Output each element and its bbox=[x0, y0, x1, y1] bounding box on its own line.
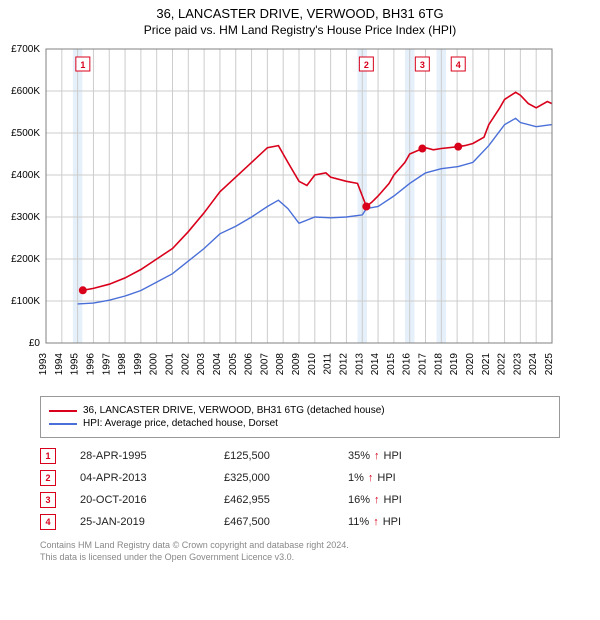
x-tick-label: 1994 bbox=[54, 353, 65, 376]
legend-swatch bbox=[49, 423, 77, 425]
sale-row-date: 28-APR-1995 bbox=[80, 450, 200, 462]
sale-row-date: 04-APR-2013 bbox=[80, 472, 200, 484]
legend-label: HPI: Average price, detached house, Dors… bbox=[83, 418, 278, 429]
x-tick-label: 2003 bbox=[196, 353, 207, 376]
x-tick-label: 2004 bbox=[212, 353, 223, 376]
sale-row-suffix: HPI bbox=[377, 472, 395, 484]
x-tick-label: 2016 bbox=[402, 353, 413, 376]
arrow-up-icon: ↑ bbox=[373, 516, 379, 528]
sale-row-pct: 16% ↑ HPI bbox=[348, 494, 438, 506]
y-tick-label: £100K bbox=[11, 296, 40, 307]
sale-row-suffix: HPI bbox=[384, 450, 402, 462]
sale-row-price: £462,955 bbox=[224, 494, 324, 506]
chart-subtitle: Price paid vs. HM Land Registry's House … bbox=[0, 23, 600, 37]
sale-marker-number: 2 bbox=[364, 60, 369, 70]
x-tick-label: 2018 bbox=[433, 353, 444, 376]
x-tick-label: 2019 bbox=[449, 353, 460, 376]
sale-row-marker: 3 bbox=[40, 492, 56, 508]
sale-marker-number: 1 bbox=[80, 60, 85, 70]
x-tick-label: 2017 bbox=[418, 353, 429, 376]
x-tick-label: 2009 bbox=[291, 353, 302, 376]
sale-row-marker: 1 bbox=[40, 448, 56, 464]
sale-row-date: 25-JAN-2019 bbox=[80, 516, 200, 528]
x-tick-label: 2024 bbox=[528, 353, 539, 376]
x-tick-label: 2002 bbox=[180, 353, 191, 376]
price-chart: £0 £100K £200K £300K £400K £500K £600K £700K 199… bbox=[0, 43, 560, 383]
sales-table: 128-APR-1995£125,50035%↑HPI204-APR-2013£… bbox=[40, 448, 560, 530]
sale-marker-dot bbox=[454, 143, 462, 151]
x-tick-label: 1998 bbox=[117, 353, 128, 376]
chart-area: £0 £100K £200K £300K £400K £500K £600K £700K 199… bbox=[0, 43, 600, 388]
sale-row-pct-value: 16% bbox=[348, 494, 370, 506]
y-tick-label: £200K bbox=[11, 254, 40, 265]
x-tick-label: 2015 bbox=[386, 353, 397, 376]
sale-row-date: 20-OCT-2016 bbox=[80, 494, 200, 506]
y-tick-label: £600K bbox=[11, 86, 40, 97]
x-tick-label: 1997 bbox=[101, 353, 112, 376]
legend-row: 36, LANCASTER DRIVE, VERWOOD, BH31 6TG (… bbox=[49, 405, 551, 416]
legend-box: 36, LANCASTER DRIVE, VERWOOD, BH31 6TG (… bbox=[40, 396, 560, 438]
x-tick-label: 2007 bbox=[259, 353, 270, 376]
sale-row-pct: 35% ↑ HPI bbox=[348, 450, 438, 462]
x-tick-label: 1996 bbox=[85, 353, 96, 376]
arrow-up-icon: ↑ bbox=[374, 450, 380, 462]
x-tick-label: 2023 bbox=[512, 353, 523, 376]
sale-row: 3 20-OCT-2016 £462,955 16% ↑ HPI bbox=[40, 492, 560, 508]
sale-row: 1 28-APR-1995 £125,500 35% ↑ HPI bbox=[40, 448, 560, 464]
x-tick-label: 2013 bbox=[354, 353, 365, 376]
x-tick-label: 2000 bbox=[149, 353, 160, 376]
sale-marker-number: 3 bbox=[420, 60, 425, 70]
x-tick-label: 1993 bbox=[38, 353, 49, 376]
arrow-up-icon: ↑ bbox=[368, 472, 374, 484]
sale-marker-dot bbox=[418, 145, 426, 153]
legend-label: 36, LANCASTER DRIVE, VERWOOD, BH31 6TG (… bbox=[83, 405, 385, 416]
x-tick-label: 2012 bbox=[338, 353, 349, 376]
x-tick-label: 1999 bbox=[133, 353, 144, 376]
sale-marker-dot bbox=[362, 203, 370, 211]
x-tick-label: 2001 bbox=[165, 353, 176, 376]
sale-row-price: £325,000 bbox=[224, 472, 324, 484]
chart-title: 36, LANCASTER DRIVE, VERWOOD, BH31 6TG bbox=[0, 6, 600, 21]
sale-row-pct: 11% ↑ HPI bbox=[348, 516, 438, 528]
sale-row-pct: 1% ↑HPI bbox=[348, 472, 438, 484]
sale-row-pct-value: 11% bbox=[348, 516, 369, 528]
sale-row-marker: 4 bbox=[40, 514, 56, 530]
y-tick-label: £700K bbox=[11, 44, 40, 55]
y-tick-label: £400K bbox=[11, 170, 40, 181]
page-root: 36, LANCASTER DRIVE, VERWOOD, BH31 6TG P… bbox=[0, 0, 600, 620]
x-tick-label: 2025 bbox=[544, 353, 555, 376]
x-tick-label: 2011 bbox=[323, 353, 334, 375]
sale-marker-number: 4 bbox=[456, 60, 461, 70]
sale-row-price: £125,500 bbox=[224, 450, 324, 462]
sale-row: 2 04-APR-2013 £325,000 1% ↑HPI bbox=[40, 470, 560, 486]
sale-marker-dot bbox=[79, 286, 87, 294]
sale-row-suffix: HPI bbox=[384, 494, 402, 506]
sale-row-pct-value: 1% bbox=[348, 472, 364, 484]
sale-row-pct-value: 35% bbox=[348, 450, 370, 462]
x-tick-label: 2022 bbox=[497, 353, 508, 376]
y-tick-label: £0 bbox=[29, 338, 41, 349]
x-tick-label: 2021 bbox=[481, 353, 492, 376]
x-tick-label: 2010 bbox=[307, 353, 318, 376]
x-tick-label: 2008 bbox=[275, 353, 286, 376]
x-tick-label: 2020 bbox=[465, 353, 476, 376]
sale-row-suffix: HPI bbox=[383, 516, 401, 528]
legend-row: HPI: Average price, detached house, Dors… bbox=[49, 418, 551, 429]
footer-line1: Contains HM Land Registry data © Crown c… bbox=[40, 540, 560, 552]
arrow-up-icon: ↑ bbox=[374, 494, 380, 506]
x-tick-label: 2005 bbox=[228, 353, 239, 376]
legend-swatch bbox=[49, 410, 77, 412]
x-tick-label: 2014 bbox=[370, 353, 381, 376]
footer-attribution: Contains HM Land Registry data © Crown c… bbox=[40, 540, 560, 563]
sale-row-marker: 2 bbox=[40, 470, 56, 486]
sale-row: 4 25-JAN-2019 £467,500 11% ↑ HPI bbox=[40, 514, 560, 530]
y-tick-label: £300K bbox=[11, 212, 40, 223]
x-tick-label: 2006 bbox=[244, 353, 255, 376]
y-tick-label: £500K bbox=[11, 128, 40, 139]
footer-line2: This data is licensed under the Open Gov… bbox=[40, 552, 560, 564]
sale-row-price: £467,500 bbox=[224, 516, 324, 528]
x-tick-label: 1995 bbox=[70, 353, 81, 376]
